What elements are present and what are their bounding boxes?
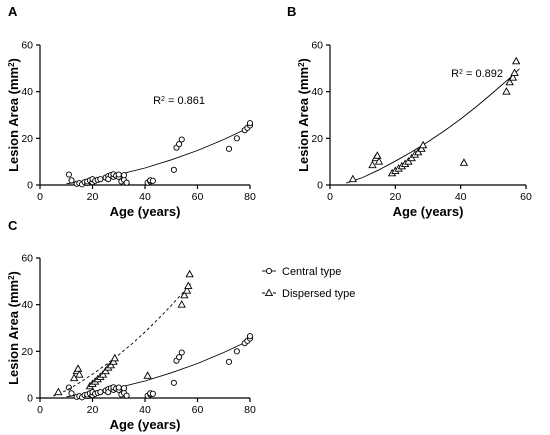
data-point [510,68,519,76]
data-point [502,87,511,95]
y-tick-label: 0 [317,180,323,192]
x-tick-label: 0 [37,191,43,203]
data-point [170,379,177,386]
y-axis-title: Lesion Area (mm2) [6,58,21,172]
data-point [185,269,194,278]
y-tick-label: 20 [311,133,323,145]
legend-label: Central type [282,266,341,278]
y-tick-label: 0 [27,180,33,192]
data-point [225,358,233,365]
data-point [54,387,63,396]
data-point [143,371,152,379]
x-axis-title: Age (years) [110,417,181,432]
r-squared-label: R2 = 0.861 [153,95,205,107]
data-point [233,135,240,142]
data-point [512,56,521,65]
legend-marker [265,267,273,275]
data-point [246,333,254,340]
y-tick-label: 60 [21,253,33,265]
data-point [73,364,83,372]
data-point [68,390,75,397]
x-tick-label: 40 [455,191,467,203]
y-axis-title: Lesion Area (mm2) [6,271,21,385]
data-point [170,166,177,173]
panel-letter: A [8,4,18,19]
data-point [97,389,104,396]
x-tick-label: 80 [244,404,256,416]
y-tick-label: 0 [27,393,33,405]
data-point [110,353,119,362]
data-point [178,349,185,356]
legend-label: Dispersed type [282,288,355,300]
x-tick-label: 80 [244,191,256,203]
data-point [374,157,384,165]
data-point [182,286,192,294]
data-point [120,172,128,179]
data-point [348,174,358,183]
data-point [149,390,156,397]
chart-panel-c: C 0 20 40 60 80 0 20 40 60 Age (years) Lesion Area … [6,218,355,432]
x-tick-label: 20 [87,191,99,203]
x-axis-title: Age (years) [393,204,464,219]
data-point [180,290,189,299]
legend-item: Central type [262,266,341,278]
data-point [373,151,382,159]
x-tick-label: 40 [139,191,151,203]
data-point [115,384,122,391]
x-tick-label: 20 [87,404,99,416]
y-tick-label: 40 [21,86,33,98]
y-tick-label: 40 [21,299,33,311]
y-tick-label: 60 [21,40,33,52]
y-tick-label: 40 [311,86,323,98]
data-point [123,392,130,399]
x-tick-label: 20 [389,191,401,203]
panel-letter: B [287,4,296,19]
data-point [120,385,128,392]
chart-panel-a: A 0 20 40 60 80 0 20 40 60 Age (years) Lesion Area … [6,4,256,219]
data-point [176,354,183,361]
data-point [418,140,428,149]
x-tick-label: 40 [139,404,151,416]
data-point [177,300,186,308]
data-point [97,176,104,183]
chart-panel-b: B 0 20 40 60 0 20 40 60 Age (years) Lesion Area (m… [287,4,532,219]
data-point [459,158,469,166]
r-squared-label: R2 = 0.892 [451,68,503,80]
data-point [505,77,514,86]
y-axis-title: Lesion Area (mm2) [296,58,311,172]
data-point [233,348,240,355]
data-point [176,141,183,148]
x-tick-label: 60 [520,191,532,203]
fit-curve [346,68,520,184]
data-point [75,370,84,378]
x-tick-label: 60 [192,191,204,203]
data-point [184,281,193,289]
data-point [115,171,122,178]
y-tick-label: 60 [311,40,323,52]
x-tick-label: 0 [327,191,333,203]
legend: Central type Dispersed type [262,266,355,300]
data-point [123,179,130,186]
fit-curve [66,339,251,398]
legend-marker [264,288,274,296]
data-point [508,73,518,81]
legend-item: Dispersed type [262,288,355,300]
y-tick-label: 20 [21,133,33,145]
x-tick-label: 0 [37,404,43,416]
data-point [68,177,75,184]
data-point [225,145,233,152]
data-point [65,384,72,391]
data-point [149,177,156,184]
data-point [246,120,254,127]
y-tick-label: 20 [21,346,33,358]
x-tick-label: 60 [192,404,204,416]
data-point [178,136,185,143]
fit-curve [66,126,251,185]
data-point [368,160,377,169]
data-point [65,171,72,178]
x-axis-title: Age (years) [110,204,181,219]
panel-letter: C [8,218,18,233]
